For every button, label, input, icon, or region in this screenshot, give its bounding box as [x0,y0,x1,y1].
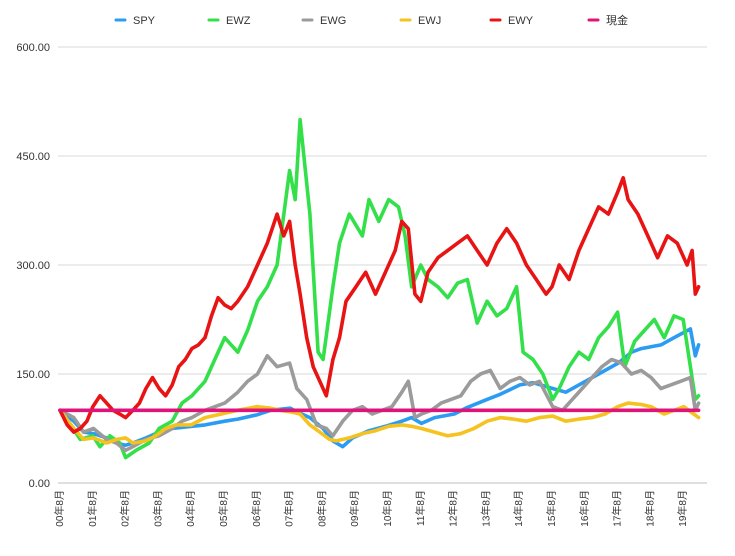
x-tick-label: 15年8月 [545,490,558,527]
x-tick-label: 07年8月 [283,490,296,527]
x-axis: 00年8月 01年8月 02年8月 03年8月 04年8月 05年8月 06年8月 07年8月… [53,490,689,527]
legend-label: EWG [320,15,346,27]
x-tick-label: 12年8月 [447,490,460,527]
x-tick-label: 17年8月 [611,490,624,527]
x-tick-label: 06年8月 [250,490,263,527]
y-tick-label: 600.00 [16,42,50,54]
x-tick-label: 13年8月 [479,490,492,527]
x-tick-label: 14年8月 [512,490,525,527]
x-tick-label: 03年8月 [151,490,164,527]
series-line-EWG [58,353,701,453]
x-tick-label: 18年8月 [643,490,656,527]
x-tick-label: 02年8月 [119,490,132,527]
legend-label: SPY [133,15,156,27]
legend-label: EWZ [226,15,251,27]
y-axis: 0.00 150.00 300.00 450.00 600.00 [16,42,50,490]
x-tick-label: 05年8月 [217,490,230,527]
x-tick-label: 01年8月 [86,490,99,527]
x-tick-label: 10年8月 [381,490,394,527]
legend-label: 現金 [606,13,628,27]
series-line-EWY [58,176,701,434]
grid [58,46,707,484]
x-tick-label: 11年8月 [414,490,427,526]
legend-label: EWY [508,15,534,27]
x-tick-label: 00年8月 [53,490,66,527]
x-tick-label: 09年8月 [348,490,361,527]
x-tick-label: 19年8月 [676,490,689,527]
legend-label: EWJ [418,15,441,27]
y-tick-label: 300.00 [16,260,50,272]
series-line-EWJ [58,401,701,445]
plot-area [58,117,701,460]
y-tick-label: 150.00 [16,369,50,381]
x-tick-label: 04年8月 [184,490,197,527]
y-tick-label: 450.00 [16,151,50,163]
x-tick-label: 16年8月 [578,490,591,527]
legend: SPY EWZ EWG EWJ EWY 現金 [114,13,628,27]
x-tick-label: 08年8月 [315,490,328,527]
y-tick-label: 0.00 [29,478,50,490]
